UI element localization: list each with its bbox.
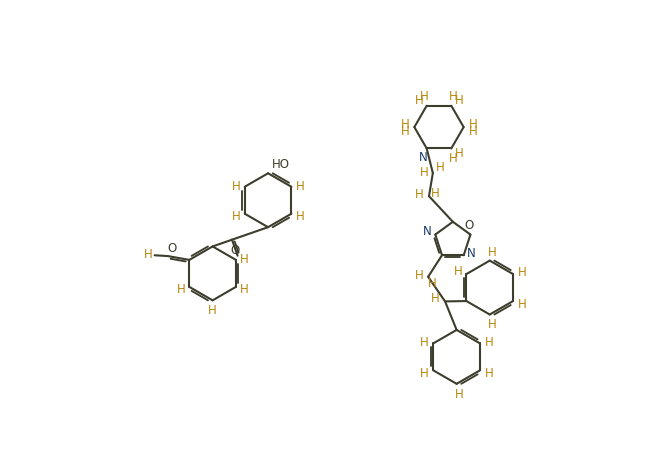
Text: H: H: [232, 209, 240, 222]
Text: H: H: [468, 125, 477, 138]
Text: H: H: [468, 118, 477, 130]
Text: O: O: [465, 218, 474, 231]
Text: H: H: [420, 90, 429, 103]
Text: H: H: [488, 317, 496, 330]
Text: H: H: [449, 152, 458, 165]
Text: H: H: [454, 147, 464, 159]
Text: H: H: [431, 187, 439, 199]
Text: H: H: [454, 94, 464, 107]
Text: H: H: [415, 268, 423, 281]
Text: H: H: [431, 291, 439, 305]
Text: O: O: [167, 242, 176, 255]
Text: H: H: [420, 367, 428, 379]
Text: H: H: [488, 245, 496, 258]
Text: H: H: [436, 161, 444, 174]
Text: H: H: [208, 303, 217, 317]
Text: H: H: [240, 252, 249, 265]
Text: H: H: [240, 282, 249, 295]
Text: H: H: [420, 335, 428, 348]
Text: H: H: [518, 266, 527, 278]
Text: N: N: [423, 225, 432, 238]
Text: H: H: [296, 179, 304, 192]
Text: HO: HO: [272, 158, 290, 170]
Text: N: N: [419, 150, 428, 163]
Text: H: H: [144, 248, 153, 261]
Text: H: H: [485, 367, 494, 379]
Text: H: H: [415, 188, 424, 201]
Text: H: H: [485, 335, 494, 348]
Text: N: N: [467, 247, 476, 260]
Text: H: H: [176, 282, 185, 295]
Text: H: H: [518, 297, 527, 310]
Text: H: H: [454, 387, 464, 400]
Text: O: O: [231, 244, 240, 257]
Text: H: H: [401, 118, 409, 130]
Text: H: H: [428, 277, 436, 290]
Text: H: H: [415, 94, 423, 107]
Text: H: H: [401, 125, 409, 138]
Text: H: H: [449, 90, 457, 103]
Text: H: H: [454, 264, 463, 277]
Text: H: H: [296, 209, 304, 222]
Text: H: H: [232, 179, 240, 192]
Text: H: H: [420, 166, 429, 178]
